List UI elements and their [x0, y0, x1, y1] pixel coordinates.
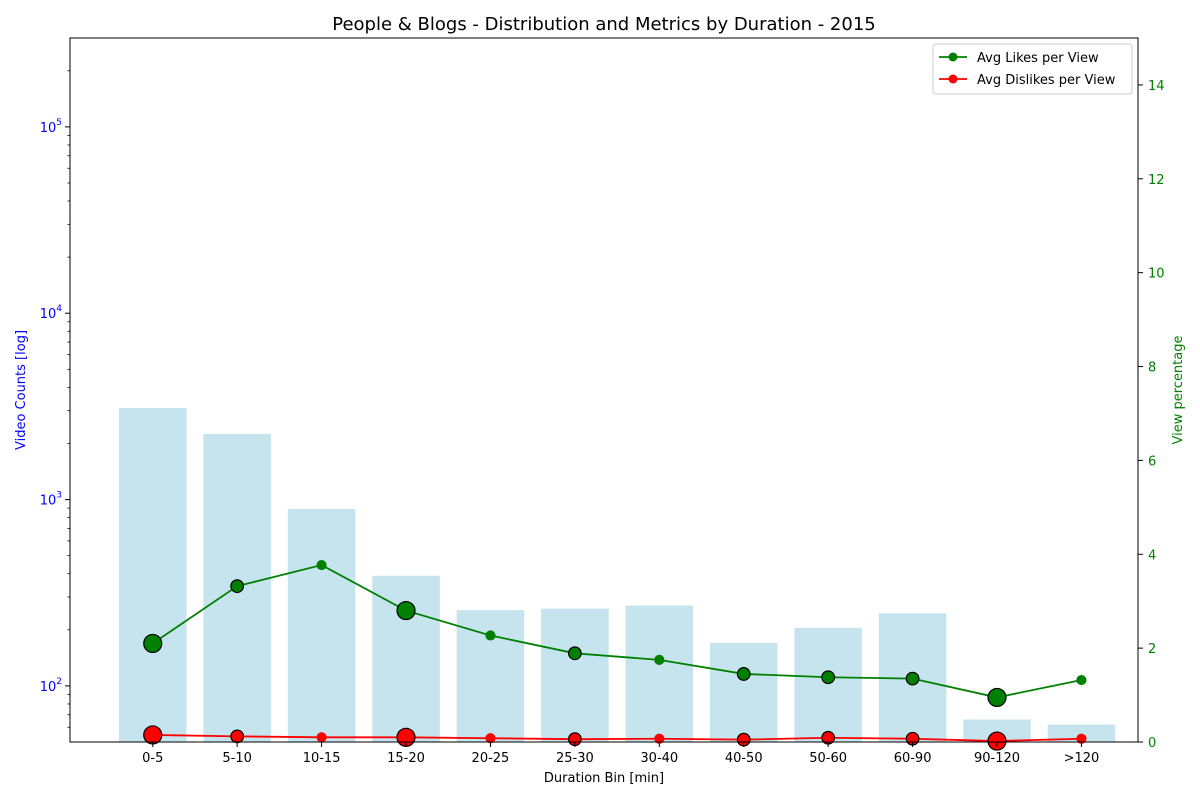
x-tick-label: 10-15: [303, 751, 341, 766]
axes-group: 0-5 5-10 10-15 15-20 20-25 25-30 30-40 40-50 50-…: [40, 37, 1165, 766]
data-point: [316, 559, 327, 571]
data-point: [821, 670, 836, 685]
y-left-tick-label: 105: [40, 118, 62, 136]
bar: [625, 605, 694, 742]
bar: [541, 608, 609, 742]
data-point: [654, 654, 665, 665]
bar: [456, 610, 525, 742]
bars-group: [118, 408, 1116, 742]
x-tick-label: 25-30: [556, 751, 594, 766]
x-tick-label: 0-5: [142, 751, 163, 766]
data-point: [396, 600, 416, 621]
y-left-tick-exponent: 4: [56, 304, 62, 314]
legend-marker: [948, 52, 958, 62]
data-point: [736, 667, 751, 681]
y-right-tick-label: 12: [1148, 173, 1165, 188]
data-point: [485, 630, 496, 641]
y-right-tick-label: 14: [1148, 79, 1165, 94]
y-left-tick-exponent: 2: [56, 677, 62, 687]
bar: [794, 627, 862, 742]
x-tick-label: 40-50: [725, 751, 763, 766]
legend-label: Avg Dislikes per View: [977, 73, 1116, 88]
x-tick-label: 50-60: [809, 751, 847, 766]
y-right-tick-label: 4: [1148, 548, 1156, 563]
x-tick-label: 5-10: [222, 751, 252, 766]
y-left-tick-base: 10: [40, 121, 57, 136]
x-axis-label: Duration Bin [min]: [544, 771, 664, 786]
data-point: [905, 671, 920, 686]
y-right-tick-label: 2: [1148, 642, 1156, 657]
x-tick-label: >120: [1064, 751, 1100, 766]
y-right-tick-label: 0: [1148, 736, 1156, 751]
data-point: [143, 633, 163, 654]
data-point: [1076, 733, 1087, 744]
y-axis-left-label: Video Counts [log]: [14, 330, 29, 450]
bar: [963, 719, 1031, 742]
series-line: [152, 734, 1082, 742]
series-line: [152, 564, 1082, 699]
x-tick-label: 60-90: [894, 751, 932, 766]
bar: [709, 642, 778, 742]
bar: [287, 509, 356, 742]
legend-frame: [932, 43, 1133, 95]
y-right-tick-label: 10: [1148, 267, 1165, 282]
bar: [1047, 724, 1116, 742]
y-left-tick-label: 104: [40, 304, 63, 322]
x-tick-label: 20-25: [472, 751, 510, 766]
plot-frame: [69, 37, 1139, 743]
y-right-tick-label: 6: [1148, 454, 1156, 469]
y-left-tick-exponent: 5: [56, 118, 62, 128]
x-tick-label: 30-40: [640, 751, 678, 766]
data-point: [987, 687, 1007, 708]
data-point: [1076, 674, 1087, 686]
y-left-tick-base: 10: [40, 307, 57, 322]
data-point: [654, 733, 665, 744]
legend: Avg Likes per View Avg Dislikes per View: [932, 43, 1133, 95]
y-left-tick-label: 102: [40, 677, 62, 695]
y-left-tick-label: 103: [40, 491, 62, 509]
y-left-tick-base: 10: [40, 494, 57, 509]
data-point: [230, 579, 245, 594]
chart-title: People & Blogs - Distribution and Metric…: [332, 14, 876, 35]
y-right-tick-label: 8: [1148, 361, 1156, 376]
data-point: [567, 646, 582, 661]
data-point: [987, 731, 1007, 751]
data-point: [485, 733, 496, 744]
legend-marker: [948, 74, 958, 84]
bar: [118, 408, 187, 742]
lines-group: [143, 559, 1087, 751]
data-point: [143, 725, 163, 745]
data-point: [316, 732, 327, 743]
bar: [372, 575, 440, 742]
data-point: [230, 729, 245, 744]
y-left-tick-base: 10: [40, 680, 57, 695]
legend-label: Avg Likes per View: [977, 51, 1099, 66]
x-tick-label: 90-120: [974, 751, 1020, 766]
y-axis-right-label: View percentage: [1171, 336, 1186, 445]
y-left-tick-exponent: 3: [56, 491, 62, 501]
x-tick-label: 15-20: [387, 751, 425, 766]
